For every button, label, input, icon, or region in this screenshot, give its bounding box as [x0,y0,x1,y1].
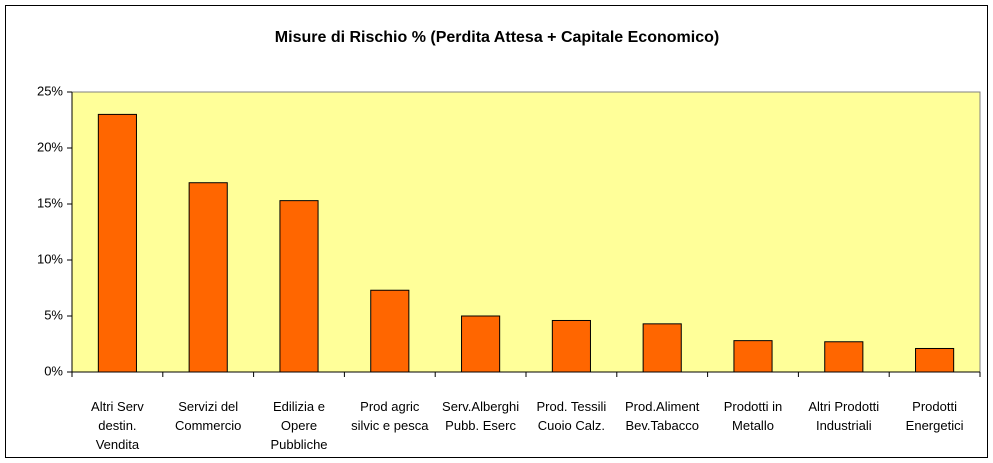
bar [370,289,410,373]
x-tick-label: Prodotti Energetici [905,399,964,433]
bar [915,347,955,373]
bar [461,315,501,373]
y-tick-label: 10% [37,251,63,266]
bar [824,341,864,373]
x-tick-label: Prod agric silvic e pesca [351,399,429,433]
x-tick-label: Prod.Aliment Bev.Tabacco [624,399,700,433]
x-tick-label: Altri Prodotti Industriali [808,399,880,433]
bar [733,340,773,373]
x-tick-label: Serv.Alberghi Pubb. Eserc [442,399,520,433]
y-tick-label: 25% [37,83,63,98]
bar [551,319,591,373]
x-tick-label: Altri Serv destin. Vendita [91,399,144,452]
x-tick-label: Prodotti in Metallo [723,399,783,433]
bar [279,200,319,373]
y-tick-label: 15% [37,195,63,210]
y-tick-label: 20% [37,139,63,154]
y-tick-label: 5% [44,307,63,322]
bar [642,323,682,373]
x-tick-label: Edilizia e Opere Pubbliche [270,399,328,452]
y-tick-label: 0% [44,363,63,378]
bar [188,182,228,373]
x-tick-label: Prod. Tessili Cuoio Calz. [536,399,607,433]
x-tick-label: Servizi del Commercio [174,399,242,433]
chart-title: Misure di Rischio % (Perdita Attesa + Ca… [275,29,719,46]
bar [97,113,137,373]
